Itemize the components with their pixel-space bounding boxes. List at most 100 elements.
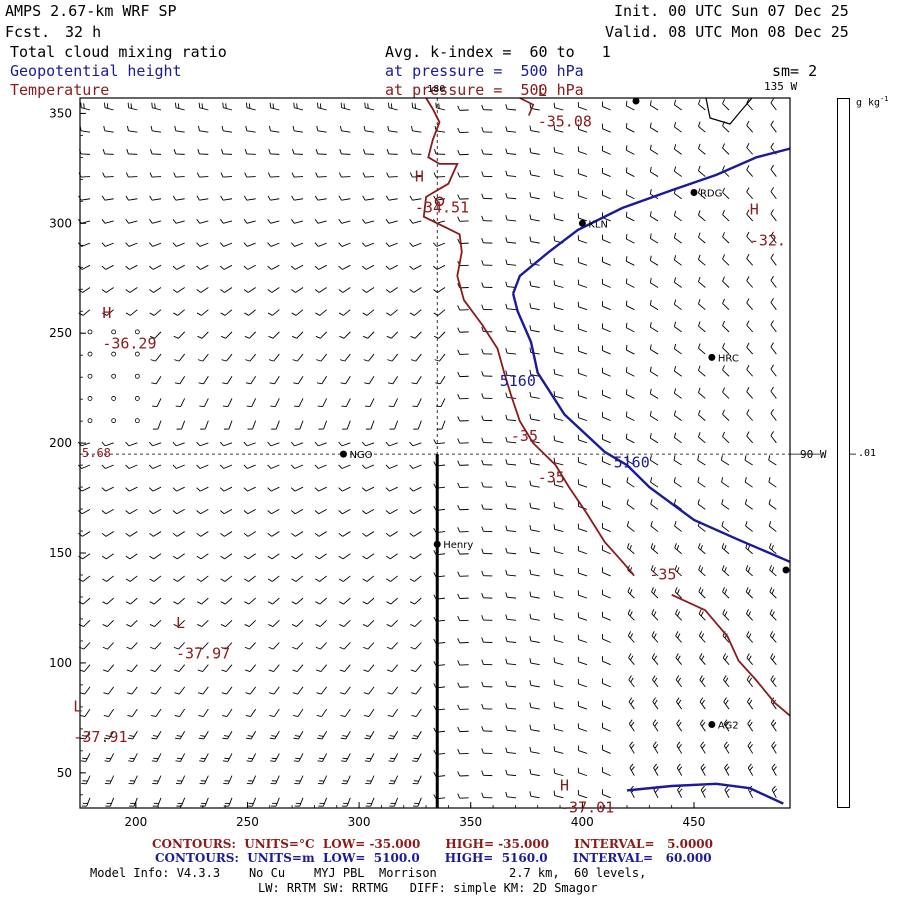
temp-contour-minus35-north [519, 97, 535, 116]
wind-barb-flag [553, 524, 556, 530]
wind-barb-flag [529, 391, 532, 397]
wind-barb-shaft [318, 531, 327, 537]
wind-barb-shaft [770, 213, 777, 222]
wind-barb-flag [725, 788, 730, 793]
wind-barb-flag [505, 281, 508, 287]
wind-barb-flag [247, 735, 253, 737]
wind-barb-shaft [200, 531, 209, 537]
wind-barb-flag [529, 236, 532, 242]
wind-barb-flag [433, 794, 437, 800]
wind-barb-flag [481, 260, 484, 266]
wind-barb-flag [201, 103, 203, 109]
wind-barb-flag [296, 103, 298, 109]
calm-wind-marker [111, 396, 117, 401]
y-tick-label: 350 [49, 106, 72, 120]
wind-barb-flag [721, 565, 725, 571]
wind-barb-shaft [530, 241, 540, 244]
wind-barb-flag [771, 545, 774, 551]
wind-barb-shaft [368, 708, 375, 717]
wind-barb-flag [746, 675, 751, 681]
wind-barb-flag [149, 172, 153, 178]
wind-barb-flag [625, 123, 628, 129]
wind-barb-shaft [86, 797, 91, 807]
calm-wind-marker [134, 373, 140, 379]
wind-barb-shaft [342, 531, 351, 537]
wind-barb-shaft [675, 679, 683, 688]
wind-barb-flag [433, 638, 437, 644]
wind-barb-shaft [530, 573, 540, 577]
wind-barb-shaft [697, 481, 706, 488]
wind-barb-flag [314, 487, 319, 492]
wind-barb-flag [529, 524, 532, 531]
wind-barb-flag [339, 669, 345, 673]
wind-barb-flag [220, 555, 225, 560]
wind-barb-shaft [226, 353, 233, 362]
wind-barb-flag [433, 335, 439, 339]
wind-barb-shaft [108, 731, 115, 740]
wind-barb-shaft [365, 220, 375, 224]
wind-barb-flag [409, 441, 414, 447]
wind-barb-flag [197, 125, 200, 131]
wind-barb-flag [291, 219, 295, 224]
wind-barb-shaft [530, 196, 540, 200]
wind-barb-shaft [507, 175, 517, 178]
wind-barb-shaft [650, 260, 659, 266]
wind-barb-shaft [722, 591, 730, 599]
wind-barb-shaft [770, 723, 777, 732]
wind-barb-shaft [202, 664, 209, 672]
wind-barb-shaft [152, 508, 162, 515]
wind-barb-shaft [345, 731, 351, 740]
wind-barb-shaft [439, 376, 446, 385]
wind-barb-flag [338, 242, 343, 247]
wind-barb-flag [364, 714, 370, 717]
wind-barb-shaft [413, 553, 422, 560]
cloud-contour [705, 97, 753, 125]
wind-barb-shaft [105, 242, 114, 247]
wind-barb-flag [267, 265, 272, 270]
wind-barb-shaft [507, 219, 517, 222]
wind-barb-flag [172, 265, 177, 270]
wind-barb-flag [457, 349, 461, 355]
wind-barb-shaft [270, 442, 280, 447]
wind-barb-shaft [770, 391, 777, 399]
wind-barb-shaft [507, 330, 517, 333]
wind-barb-shaft [365, 107, 375, 111]
wind-barb-shaft [507, 108, 517, 111]
wind-barb-shaft [393, 775, 399, 784]
wind-barb-flag [125, 487, 130, 492]
wind-barb-shaft [345, 753, 351, 762]
wind-barb-shaft [105, 264, 114, 270]
wind-barb-flag [529, 569, 532, 575]
wind-barb-flag [675, 675, 680, 681]
wind-barb-shaft [132, 753, 138, 762]
wind-barb-flag [291, 624, 297, 627]
wind-barb-shaft [390, 553, 398, 560]
wind-barb-flag [457, 793, 461, 799]
wind-barb-flag [553, 568, 556, 574]
wind-barb-shaft [554, 661, 564, 666]
wind-barb-flag [673, 255, 677, 261]
wind-barb-flag [149, 289, 154, 293]
wind-barb-flag [363, 359, 369, 362]
wind-barb-shaft [628, 679, 635, 688]
wind-barb-shaft [341, 220, 351, 224]
wind-barb-flag [722, 209, 725, 215]
wind-barb-shaft [181, 420, 186, 430]
wind-barb-shaft [554, 218, 564, 222]
wind-barb-shaft [367, 619, 375, 627]
wind-barb-flag [387, 382, 393, 385]
wind-barb-shaft [341, 464, 351, 469]
wind-barb-flag [102, 312, 107, 316]
wind-barb-flag [673, 144, 677, 150]
wind-barb-shaft [274, 731, 280, 740]
wind-barb-flag [746, 298, 750, 304]
wind-barb-flag [243, 265, 248, 270]
wind-barb-shaft [698, 635, 706, 643]
wind-barb-shaft [722, 103, 730, 111]
wind-barb-shaft [366, 287, 375, 293]
wind-barb-flag [699, 653, 703, 658]
wind-barb-shaft [341, 107, 351, 111]
wind-barb-shaft [104, 107, 114, 111]
wind-barb-flag [673, 210, 677, 216]
wind-barb-shaft [252, 420, 257, 430]
